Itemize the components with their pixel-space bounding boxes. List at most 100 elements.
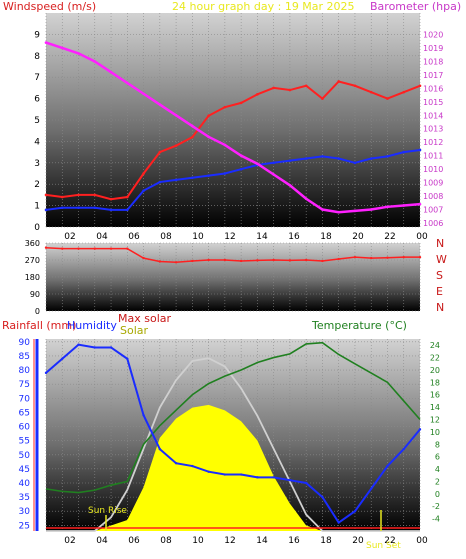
x-tick-label: 02 [64,536,75,546]
data-point [272,86,275,90]
data-point [223,172,227,175]
data-point [337,80,340,83]
data-point [77,343,80,346]
y2-tick-label: 1016 [423,84,443,93]
data-point [304,157,308,160]
data-point [93,346,96,349]
x-tick-label: 22 [384,232,395,242]
x-tick-label: 14 [256,232,268,242]
data-point [93,193,97,197]
y-tick-label: 45 [19,465,30,475]
wind-ylabel: Windspeed (m/s) [3,0,96,13]
data-point [126,81,129,85]
y-tick-label: 7 [34,73,40,83]
compass-label: N [436,237,444,250]
data-point [369,90,373,94]
y2-tick-label: 1011 [423,152,443,161]
data-point [142,256,145,260]
y2-tick-label: 1010 [423,165,443,174]
y-tick-label: 40 [19,479,31,489]
data-point [158,180,162,184]
data-point [207,135,210,139]
data-point [304,84,308,88]
data-point [126,208,129,212]
y-tick-label: 90 [30,290,40,299]
data-point [207,174,210,177]
data-point [321,155,324,158]
y-tick-label: 35 [19,493,30,503]
data-point [126,247,129,250]
data-point [191,464,194,468]
sunrise-annotation: Sun Rise [88,506,127,516]
y2-tick-label: 1014 [423,111,443,120]
climate-series [44,341,422,532]
data-point [207,114,210,118]
compass-label: S [436,269,443,282]
y-tick-label: 25 [19,521,30,531]
y2-tick-label: 1017 [423,71,443,80]
data-point [288,259,292,262]
data-point [61,247,64,250]
x-tick-label: 06 [128,232,140,242]
data-point [44,193,48,197]
data-point [174,261,178,264]
data-point [321,97,324,100]
data-point [256,162,259,166]
series-line-0 [45,80,421,201]
y2-tick-label: 4 [435,465,440,474]
y-tick-label: 90 [19,338,31,348]
y2-tick-label: 24 [430,341,440,350]
data-point [402,204,406,207]
x-tick-label: 12 [224,232,235,242]
barometer-ylabel: Barometer (hpa) [370,0,461,13]
data-point [223,258,227,262]
data-point [158,260,162,263]
x-tick-label: 04 [96,536,108,546]
data-point [158,447,162,451]
data-point [272,173,275,176]
data-point [256,259,259,262]
data-point [174,462,178,465]
data-point [239,259,243,263]
y2-tick-label: 1020 [423,31,443,40]
data-point [288,88,292,92]
data-point [239,101,243,105]
x-tick-label: 04 [96,232,108,242]
data-point [142,189,145,192]
data-point [109,197,113,201]
x-tick-label: 20 [352,536,364,546]
y2-tick-label: -4 [432,515,440,524]
y-tick-label: 55 [19,437,30,447]
y-tick-label: 1 [34,202,40,212]
x-tick-label: 10 [192,536,204,546]
y2-tick-label: 1008 [423,192,443,201]
data-point [386,256,389,259]
wind-title: 24 hour graph day : 19 Mar 2025 [172,0,355,13]
data-point [272,258,275,262]
y2-tick-label: 20 [430,366,440,375]
data-point [109,208,113,212]
series-line-2 [45,41,421,214]
data-point [223,105,227,109]
y2-tick-label: 2 [435,477,440,486]
x-tick-label: 16 [288,536,300,546]
y-tick-label: 4 [34,137,40,147]
data-point [256,93,259,96]
data-point [353,209,357,213]
data-point [353,255,357,259]
data-point [191,176,194,180]
y-tick-label: 30 [19,507,31,517]
y-tick-label: 3 [34,159,40,169]
data-point [288,159,292,162]
y2-tick-label: 1006 [423,219,443,228]
data-point [418,428,422,431]
x-tick-label: 22 [384,536,395,546]
data-point [142,414,145,417]
y-tick-label: 50 [19,451,31,461]
x-tick-label: 00 [416,232,428,242]
y2-tick-label: 1007 [423,206,443,215]
y2-tick-label: 1012 [423,138,443,147]
data-point [61,357,64,360]
y2-tick-label: 14 [430,403,440,412]
